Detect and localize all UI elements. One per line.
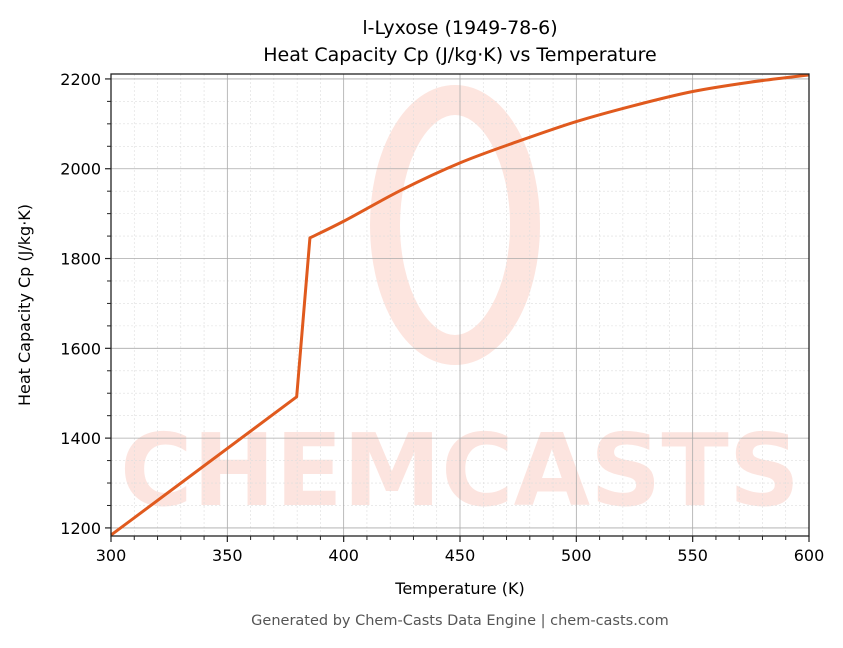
x-tick-label: 350: [212, 546, 243, 565]
y-tick-label: 1400: [60, 429, 101, 448]
y-tick-label: 1200: [60, 519, 101, 538]
y-axis-label: Heat Capacity Cp (J/kg·K): [15, 204, 34, 406]
chart-subtitle: Heat Capacity Cp (J/kg·K) vs Temperature: [263, 44, 657, 66]
axis-ticks: [105, 78, 810, 542]
x-tick-label: 300: [96, 546, 127, 565]
x-tick-label: 600: [794, 546, 825, 565]
plot-frame: [110, 73, 810, 537]
footer-credit: Generated by Chem-Casts Data Engine | ch…: [251, 613, 669, 629]
tick-labels: 300 350 400 450 500 550 600 1200 1400 1600 1800 200…: [60, 70, 824, 565]
x-tick-label: 550: [677, 546, 708, 565]
y-tick-label: 1600: [60, 339, 101, 358]
x-axis-label: Temperature (K): [394, 579, 524, 598]
chart-title: l-Lyxose (1949-78-6): [362, 17, 557, 39]
series-line-cp: [110, 73, 810, 537]
x-tick-label: 450: [445, 546, 476, 565]
major-grid: [110, 74, 810, 536]
y-tick-label: 2000: [60, 160, 101, 179]
y-tick-label: 2200: [60, 70, 101, 89]
x-tick-label: 500: [561, 546, 592, 565]
x-tick-label: 400: [328, 546, 359, 565]
y-tick-label: 1800: [60, 250, 101, 269]
